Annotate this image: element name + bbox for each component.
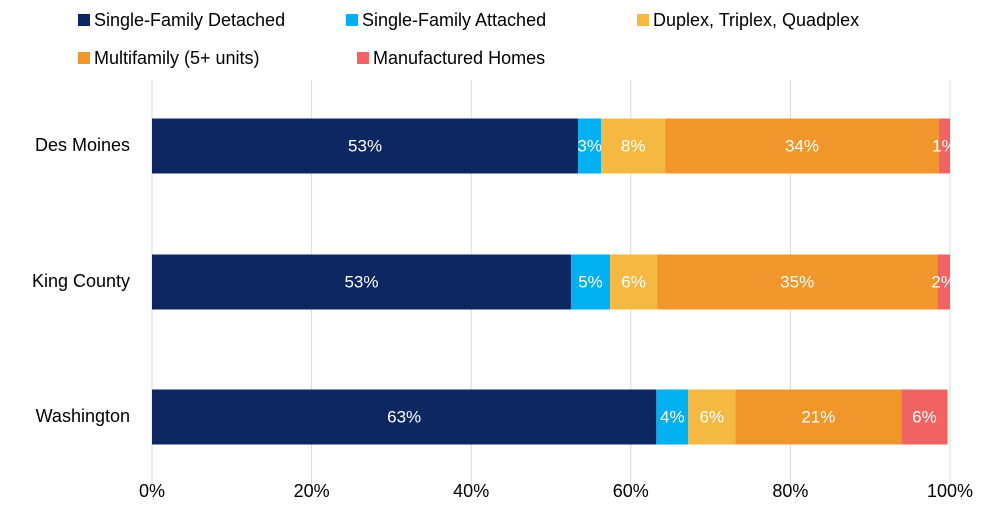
bar-segment: [656, 389, 689, 445]
data-label: 34%: [785, 136, 819, 155]
bar-segment: [152, 389, 657, 445]
data-label: 4%: [660, 407, 685, 426]
x-tick-label: 20%: [294, 481, 330, 501]
data-label: 8%: [621, 136, 646, 155]
y-tick-label: King County: [32, 271, 130, 291]
y-tick-label: Des Moines: [35, 135, 130, 155]
data-label: 1%: [932, 136, 957, 155]
data-label: 6%: [912, 407, 937, 426]
bar-segment: [601, 118, 666, 174]
data-label: 6%: [700, 407, 725, 426]
data-label: 35%: [780, 272, 814, 291]
bar-segment: [152, 254, 571, 310]
legend-label: Multifamily (5+ units): [94, 48, 260, 68]
data-label: 21%: [801, 407, 835, 426]
x-tick-label: 60%: [613, 481, 649, 501]
bar-segment: [657, 254, 938, 310]
y-tick-label: Washington: [36, 406, 130, 426]
legend-swatch: [78, 14, 90, 26]
legend-swatch: [357, 52, 369, 64]
data-label: 6%: [621, 272, 646, 291]
bar-segment: [688, 389, 736, 445]
x-tick-label: 0%: [139, 481, 165, 501]
bar-segment: [570, 254, 611, 310]
bar-segment: [938, 118, 950, 174]
x-tick-label: 80%: [772, 481, 808, 501]
bar-segment: [665, 118, 939, 174]
bar-segment: [937, 254, 950, 310]
legend-swatch: [78, 52, 90, 64]
data-label: 63%: [387, 407, 421, 426]
bar-segment: [901, 389, 948, 445]
legend-label: Single-Family Attached: [362, 10, 546, 30]
legend-swatch: [346, 14, 358, 26]
legend-label: Manufactured Homes: [373, 48, 545, 68]
bar-segment: [735, 389, 902, 445]
data-label: 3%: [577, 136, 602, 155]
legend-label: Duplex, Triplex, Quadplex: [653, 10, 859, 30]
x-tick-label: 40%: [453, 481, 489, 501]
data-label: 53%: [348, 136, 382, 155]
data-label: 5%: [578, 272, 603, 291]
bar-segment: [610, 254, 658, 310]
data-label: 53%: [344, 272, 378, 291]
x-tick-label: 100%: [927, 481, 973, 501]
legend-label: Single-Family Detached: [94, 10, 285, 30]
legend-swatch: [637, 14, 649, 26]
bar-segment: [578, 118, 602, 174]
data-label: 2%: [931, 272, 956, 291]
bar-segment: [152, 118, 579, 174]
